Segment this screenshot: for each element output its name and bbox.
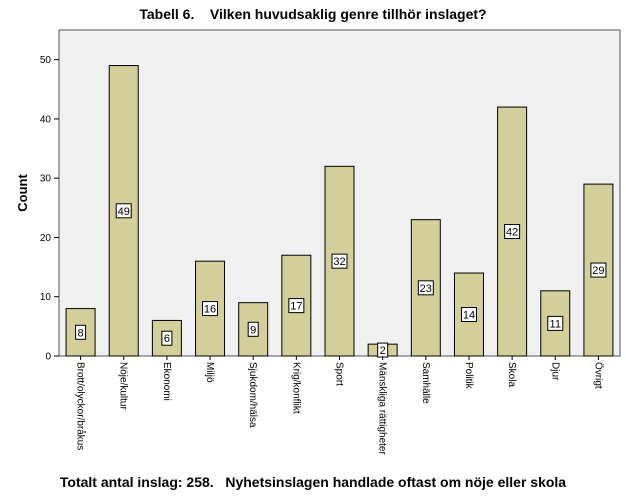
x-category-label: Miljö [204, 362, 215, 383]
data-label: 42 [506, 227, 518, 239]
data-label-box [417, 280, 434, 296]
data-label-box [547, 315, 564, 331]
x-category-label: Politik [463, 362, 474, 390]
bar-group: 42 [497, 106, 528, 357]
data-label-box [504, 224, 521, 240]
data-label-box [590, 262, 607, 278]
data-label: 32 [333, 256, 345, 268]
data-label: 2 [380, 345, 386, 357]
x-category-label: Sport [334, 362, 345, 386]
data-label-box [202, 301, 219, 317]
y-axis-label: Count [15, 174, 30, 212]
bar-group: 11 [540, 290, 571, 357]
bar-group: 17 [281, 254, 312, 357]
x-category-label: Ekonomi [161, 362, 172, 401]
bar-group: 29 [583, 183, 614, 357]
data-label: 29 [592, 265, 604, 277]
chart-footer: Totalt antal inslag: 258. Nyhetsinslagen… [59, 474, 567, 490]
bar-group: 9 [238, 302, 269, 357]
data-label: 16 [204, 304, 216, 316]
data-label: 49 [118, 206, 130, 218]
data-label-box [288, 298, 305, 314]
data-label: 23 [420, 283, 432, 295]
data-label: 14 [463, 310, 475, 322]
data-label-box [331, 253, 348, 269]
x-axis: Brott/olyckor/bråkus Nöje/kultur Ekonomi Mi… [75, 356, 604, 455]
bar-group: 49 [108, 65, 139, 357]
bar-group: 23 [410, 219, 441, 357]
y-tick-label: 40 [40, 114, 52, 125]
y-axis: 0 10 20 30 40 50 [40, 55, 59, 363]
y-tick-label: 30 [40, 174, 52, 185]
data-label: 11 [550, 318, 561, 330]
x-category-label: Samhälle [420, 362, 431, 404]
bar-group: 16 [195, 260, 226, 357]
chart-title: Tabell 6. Vilken huvudsaklig genre tillh… [139, 6, 487, 22]
bar-group: 6 [151, 319, 182, 357]
y-tick-label: 20 [40, 233, 52, 244]
bar-group: 14 [453, 272, 484, 357]
x-category-label: Brott/olyckor/bråkus [75, 362, 87, 450]
bar-group: 32 [324, 165, 355, 357]
data-label: 8 [78, 327, 84, 339]
x-category-label: Djur [549, 362, 560, 381]
bar-group: 2 [367, 342, 398, 358]
data-label-box [247, 321, 259, 337]
x-category-label: Mänskliga rättigheter [377, 362, 388, 455]
data-label-box [161, 330, 173, 346]
x-category-label: Krig/konflikt [290, 362, 301, 414]
data-label-box [115, 203, 132, 219]
data-label: 6 [164, 333, 170, 345]
data-label: 17 [290, 301, 302, 313]
x-category-label: Sjukdom/hälsa [247, 362, 258, 428]
x-category-label: Nöje/kultur [118, 362, 129, 410]
y-tick-label: 0 [45, 352, 51, 363]
data-label: 9 [250, 324, 256, 336]
x-category-label: Skola [506, 362, 517, 387]
y-tick-label: 10 [40, 292, 52, 303]
x-category-label: Övrigt [592, 362, 604, 389]
bar [540, 290, 571, 357]
data-label-box [75, 324, 87, 340]
bar-group: 8 [65, 308, 96, 357]
bars: 8 49 6 16 9 17 32 2 23 14 42 11 29 [65, 65, 614, 358]
y-tick-label: 50 [40, 55, 52, 66]
data-label-box [460, 307, 477, 323]
